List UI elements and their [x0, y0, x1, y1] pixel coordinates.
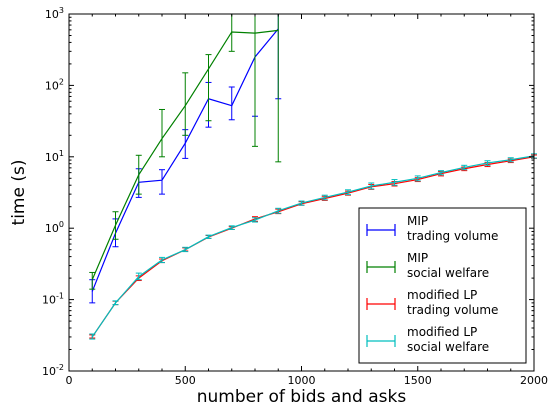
- y-tick-label: 103: [45, 6, 64, 21]
- series-line: [91, 156, 535, 338]
- legend-label: social welfare: [407, 340, 489, 354]
- x-axis-title: number of bids and asks: [197, 387, 407, 407]
- legend-label: MIP: [407, 251, 428, 265]
- series-3: [89, 153, 537, 340]
- y-tick-label: 10-2: [42, 363, 64, 378]
- series-line: [91, 155, 535, 338]
- x-tick-label: 500: [175, 374, 196, 387]
- y-tick-label: 101: [45, 149, 64, 164]
- series-0: [89, 13, 282, 304]
- x-tick-label: 0: [66, 374, 73, 387]
- legend-label: modified LP: [407, 288, 477, 302]
- legend-box: [358, 207, 527, 364]
- legend-label: MIP: [407, 214, 428, 228]
- y-axis-title: time (s): [9, 160, 29, 226]
- x-tick-label: 1000: [288, 374, 316, 387]
- legend-label: social welfare: [407, 266, 489, 280]
- legend-label: trading volume: [407, 303, 498, 317]
- ticks-layer: 0 500 1000 1500 2000 10-2 10-1 100 101 102 103: [42, 6, 548, 387]
- y-tick-label: 102: [45, 77, 64, 92]
- series-1: [89, 13, 282, 290]
- y-tick-label: 10-1: [42, 292, 64, 307]
- x-tick-label: 1500: [404, 374, 432, 387]
- legend-label: modified LP: [407, 325, 477, 339]
- y-tick-label: 100: [45, 220, 64, 235]
- legend-label: trading volume: [407, 229, 498, 243]
- series-layer: [89, 13, 537, 340]
- x-tick-label: 2000: [520, 374, 548, 387]
